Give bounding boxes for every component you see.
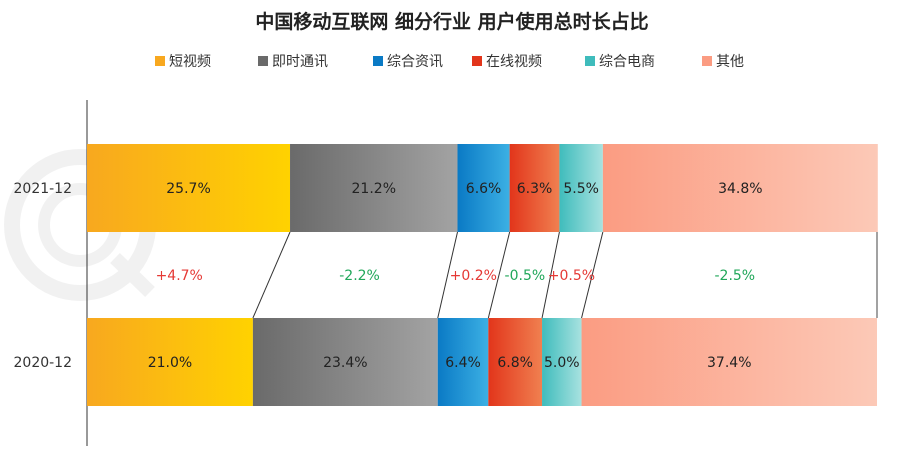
bars: 25.7% 21.2% 6.6% 6.3% 5.5% 34.8% 21.0% 23.4% 6.4… [87,144,878,406]
connector-line [437,231,458,319]
connector-line [541,231,560,319]
legend-swatch [585,56,595,66]
data-label: 5.5% [563,181,599,197]
bar-segment [252,318,438,406]
change-label: +0.2% [450,268,497,284]
change-label: +4.7% [156,268,203,284]
bar-segment [457,144,510,232]
connector-line [252,231,291,319]
bar-segment [581,318,877,406]
bar-segment [87,144,291,232]
legend-entry: 短视频 [169,54,211,70]
legend-entry: 即时通讯 [272,54,328,70]
legend-swatch [258,56,268,66]
data-label: 5.0% [544,355,580,371]
data-label: 34.8% [718,181,762,197]
bar-segment [559,144,603,232]
data-label: 25.7% [166,181,210,197]
change-label: -2.2% [339,268,380,284]
legend-swatch [373,56,383,66]
bar-segment [509,144,560,232]
connector-line [487,231,511,319]
bar-segment [87,318,253,406]
data-label: 21.0% [148,355,192,371]
data-label: 6.6% [466,181,502,197]
category-label: 2020-12 [14,355,73,371]
connector-lines [252,231,604,319]
bar-segment [290,144,458,232]
data-label: 6.3% [517,181,553,197]
legend-entry: 综合电商 [599,54,655,70]
bar-segment [542,318,582,406]
change-label: +0.5% [548,268,595,284]
data-label: 21.2% [352,181,396,197]
legend-entry: 在线视频 [486,54,542,70]
bar-segment [488,318,543,406]
bar-segment [602,144,878,232]
legend-swatch [702,56,712,66]
data-label: 23.4% [323,355,367,371]
category-labels: 2021-12 2020-12 [14,181,73,371]
data-label: 37.4% [707,355,751,371]
legend-swatch [472,56,482,66]
legend-swatch [155,56,165,66]
data-label: 6.4% [445,355,481,371]
category-label: 2021-12 [14,181,73,197]
change-label: -2.5% [714,268,755,284]
chart-title: 中国移动互联网 细分行业 用户使用总时长占比 [255,10,648,33]
change-label: -0.5% [505,268,546,284]
legend-entry: 其他 [716,54,744,70]
change-labels: +4.7% -2.2% +0.2% -0.5% +0.5% -2.5% [156,268,756,284]
connector-line [581,231,604,319]
legend-entry: 综合资讯 [387,54,443,70]
legend: 短视频 即时通讯 综合资讯 在线视频 综合电商 其他 [155,54,744,70]
bar-segment [437,318,489,406]
data-label: 6.8% [497,355,533,371]
